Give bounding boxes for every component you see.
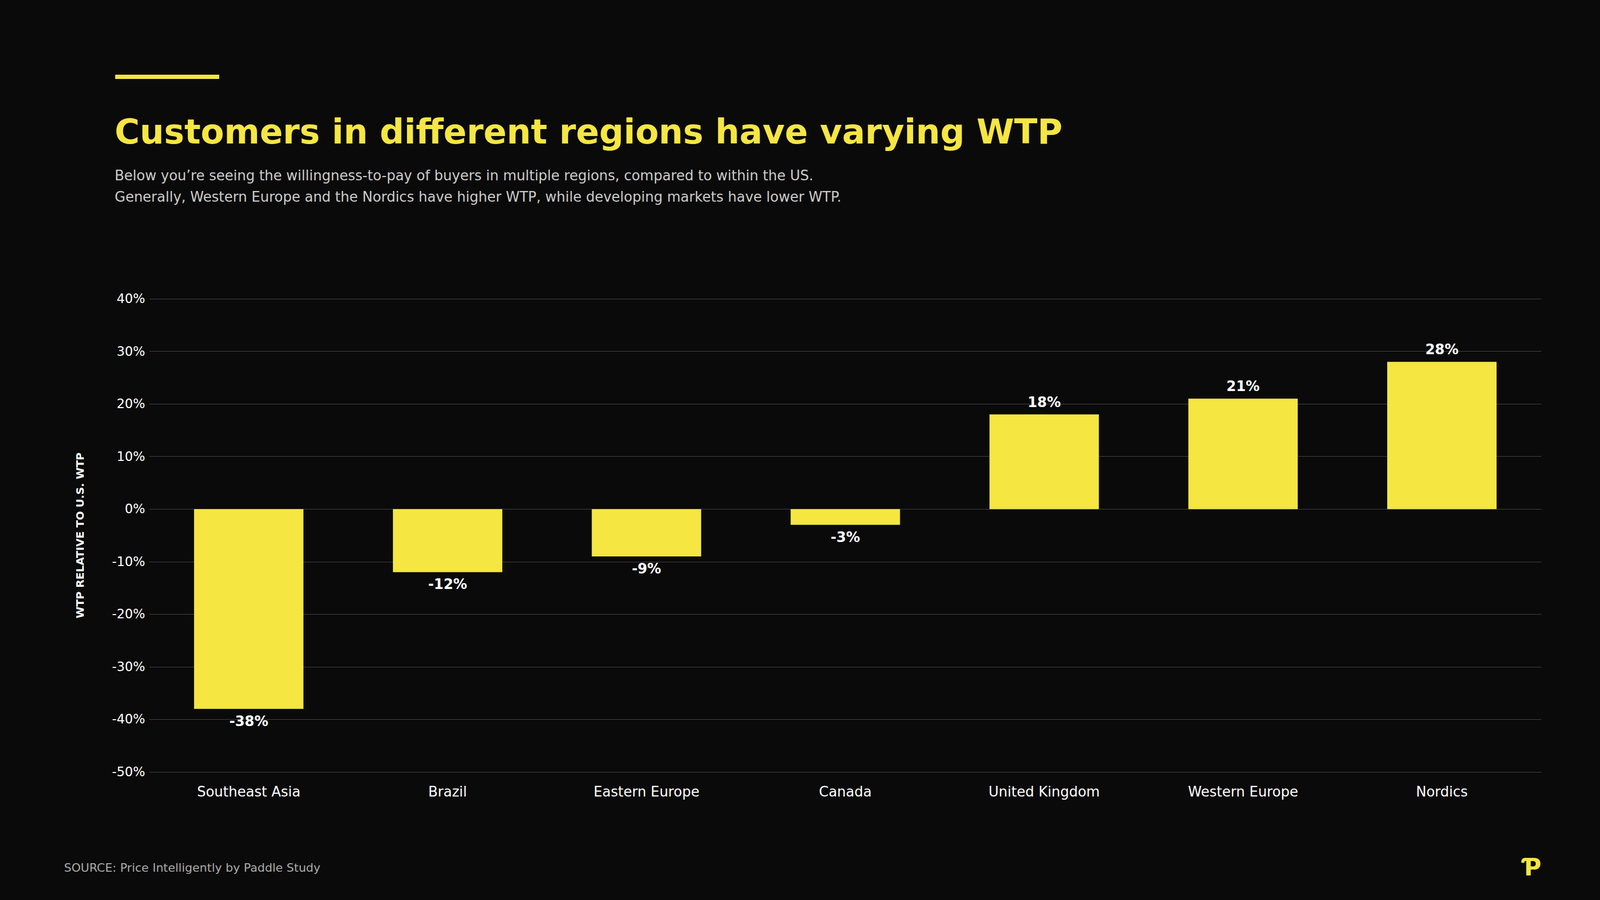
- svg-text:Western Europe: Western Europe: [1188, 783, 1299, 800]
- svg-text:Eastern Europe: Eastern Europe: [593, 783, 700, 800]
- svg-text:-10%: -10%: [112, 554, 146, 570]
- svg-text:40%: 40%: [116, 291, 146, 307]
- svg-text:United Kingdom: United Kingdom: [988, 783, 1101, 800]
- svg-text:Ƥ: Ƥ: [1521, 853, 1542, 881]
- svg-text:SOURCE: Price Intelligently by: SOURCE: Price Intelligently by Paddle St…: [64, 860, 321, 875]
- svg-text:-9%: -9%: [632, 560, 662, 577]
- svg-text:-3%: -3%: [830, 529, 861, 546]
- svg-text:-20%: -20%: [112, 606, 146, 622]
- svg-text:0%: 0%: [124, 501, 146, 517]
- svg-text:Customers in different regions: Customers in different regions have vary…: [114, 112, 1063, 152]
- svg-text:Canada: Canada: [819, 783, 872, 800]
- svg-text:18%: 18%: [1027, 394, 1061, 411]
- svg-text:-40%: -40%: [112, 711, 146, 727]
- svg-text:-30%: -30%: [112, 659, 146, 675]
- svg-text:-12%: -12%: [428, 576, 468, 592]
- svg-text:Southeast Asia: Southeast Asia: [196, 783, 301, 800]
- svg-text:28%: 28%: [1425, 341, 1459, 358]
- svg-text:30%: 30%: [116, 344, 146, 359]
- svg-text:10%: 10%: [116, 449, 146, 464]
- svg-text:-38%: -38%: [229, 713, 269, 730]
- svg-text:20%: 20%: [116, 396, 146, 412]
- svg-text:21%: 21%: [1226, 378, 1260, 395]
- svg-text:Below you’re seeing the willin: Below you’re seeing the willingness-to-p…: [114, 167, 814, 184]
- svg-text:Brazil: Brazil: [428, 783, 468, 800]
- svg-text:Nordics: Nordics: [1416, 783, 1468, 800]
- svg-text:Generally, Western Europe and: Generally, Western Europe and the Nordic…: [114, 188, 842, 205]
- svg-text:WTP RELATIVE TO U.S. WTP: WTP RELATIVE TO U.S. WTP: [73, 452, 87, 619]
- svg-text:-50%: -50%: [112, 764, 146, 780]
